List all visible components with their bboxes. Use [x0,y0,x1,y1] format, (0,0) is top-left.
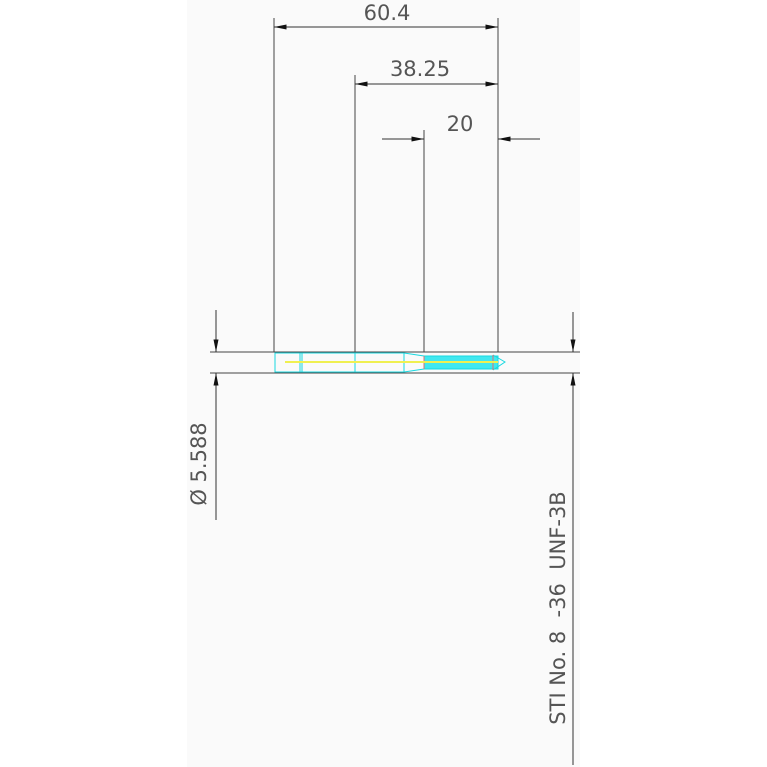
thread-spec-label: STI No. 8 -36 UNF-3B [546,491,570,724]
dim-shank-label: 38.25 [390,57,450,81]
dimension-lines [213,24,576,765]
paper-sheet [187,0,580,767]
extension-lines [210,18,580,374]
dim-overall-label: 60.4 [364,1,411,25]
dim-diameter-label: Ø 5.588 [187,422,211,505]
dim-thread-label: 20 [447,112,474,136]
